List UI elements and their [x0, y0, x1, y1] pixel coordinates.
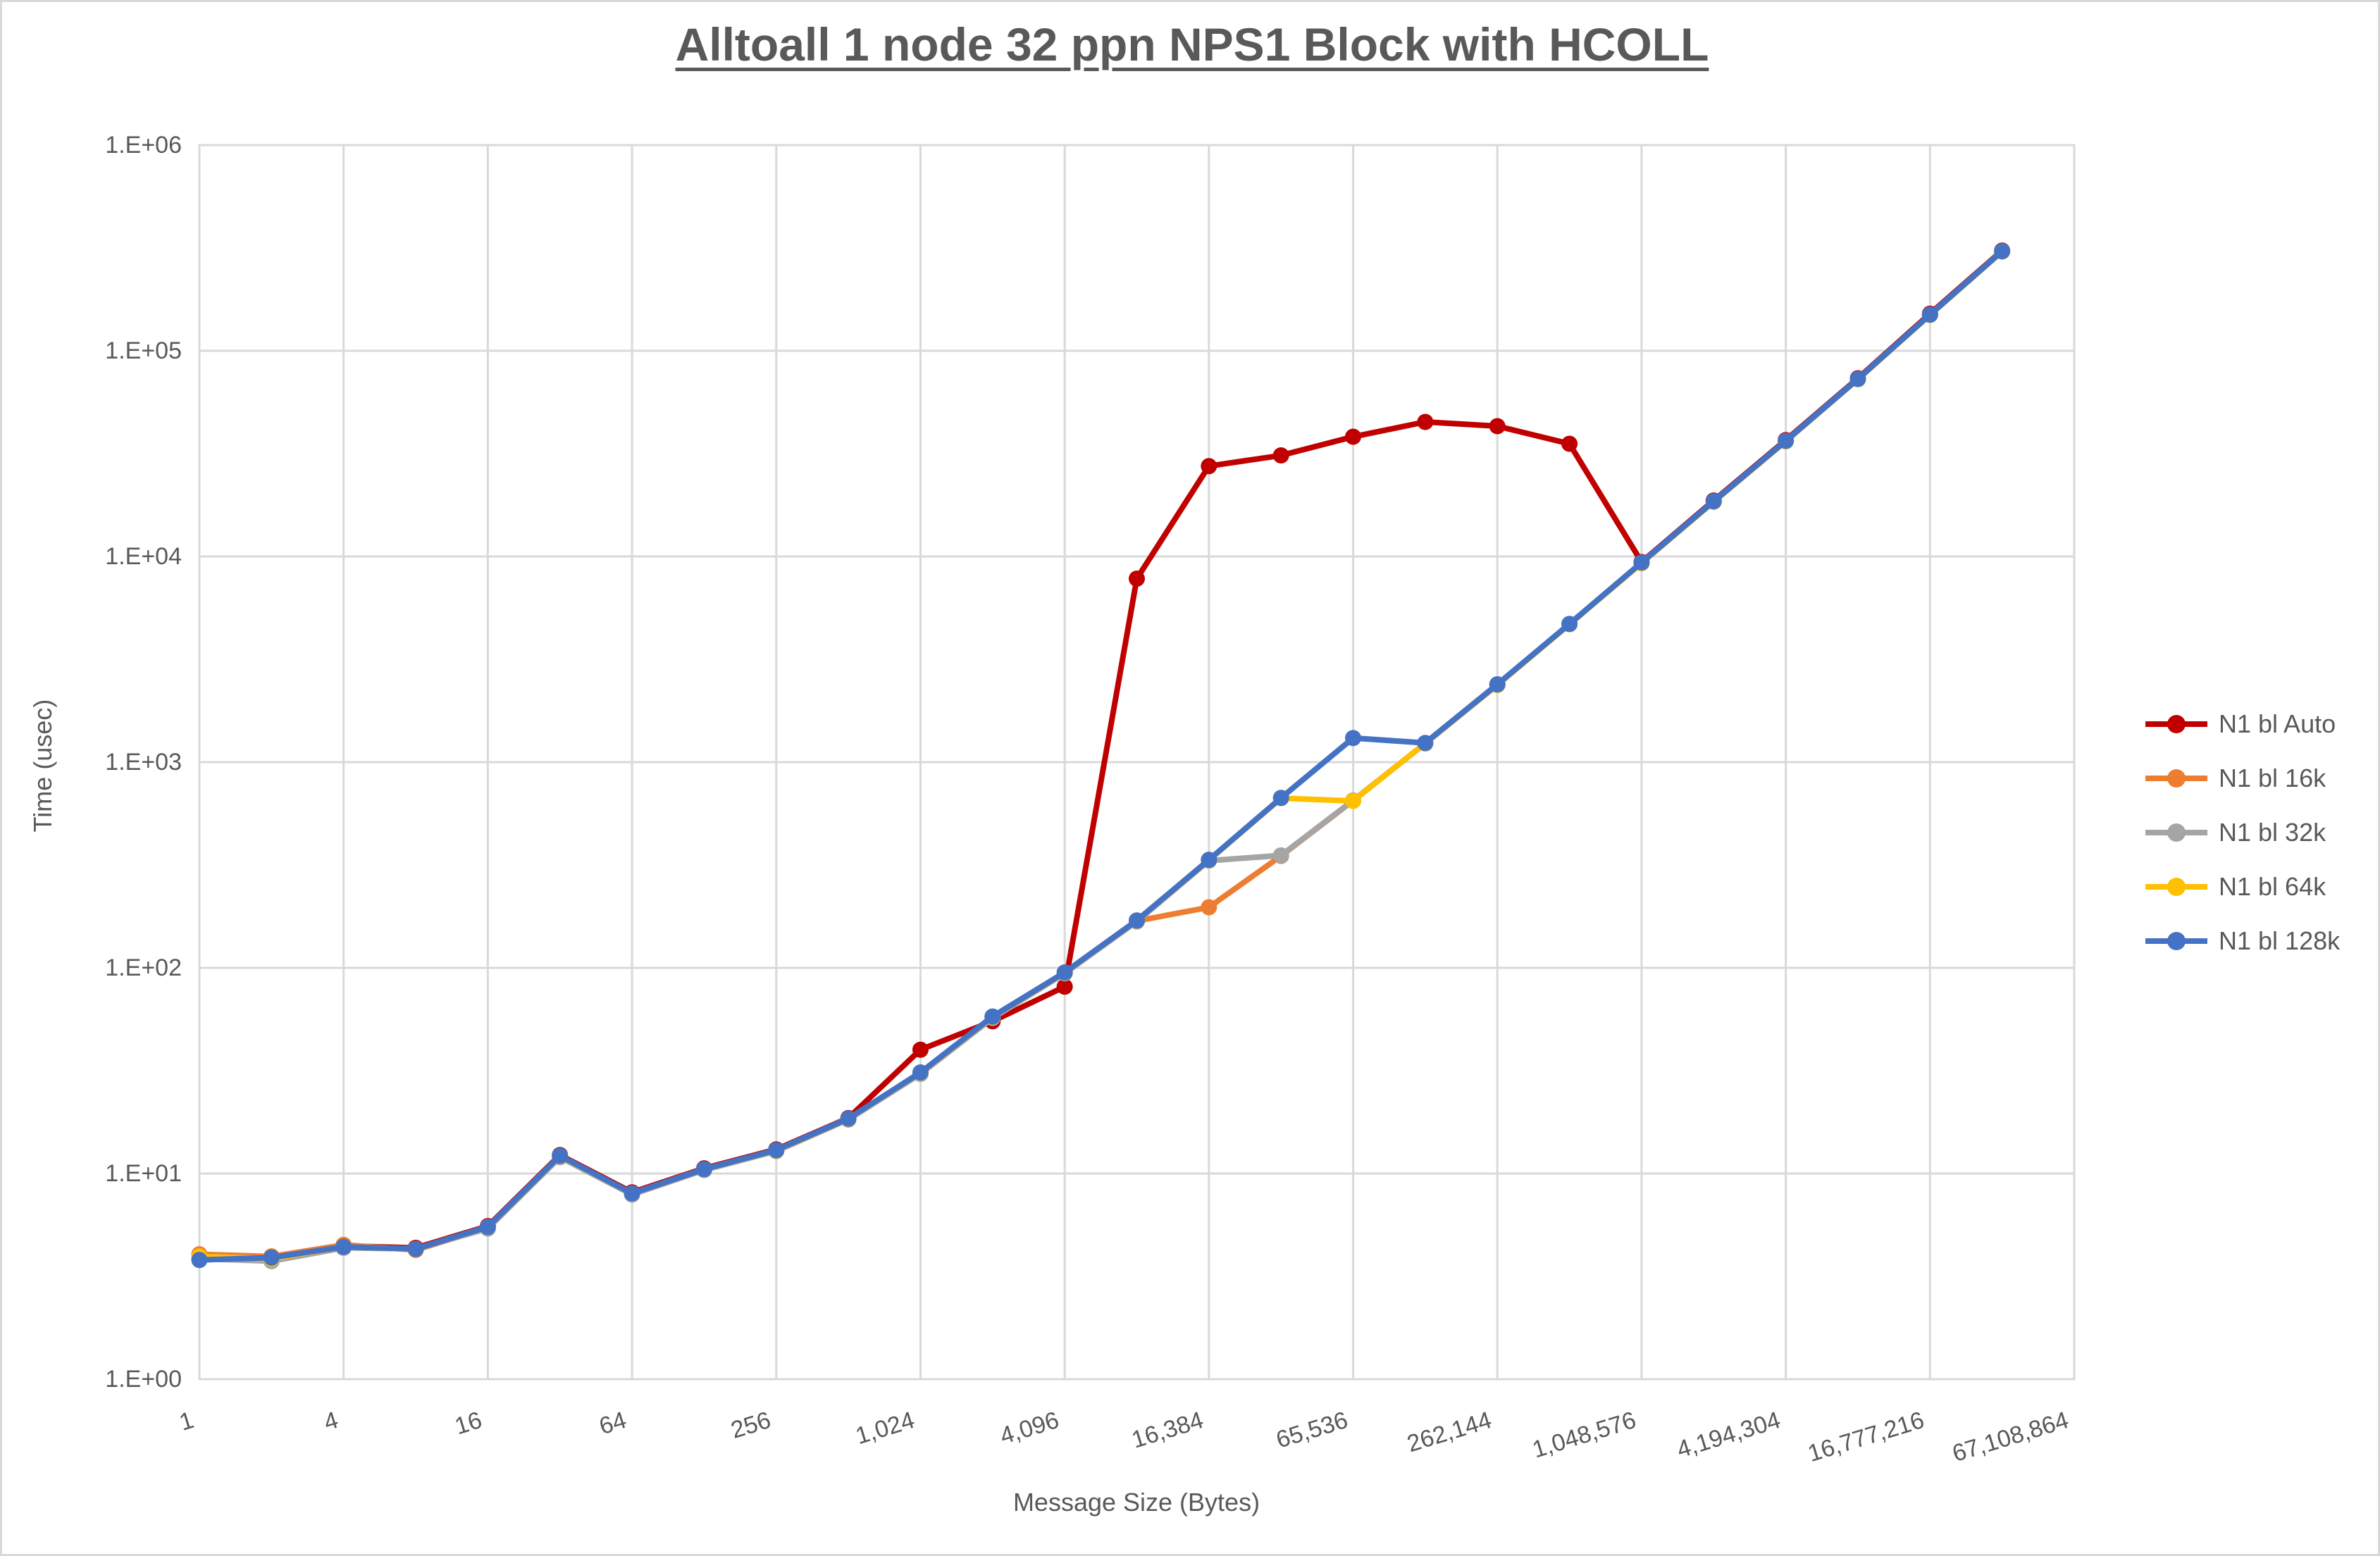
- data-point-n1-bl-128k-16777216: [1921, 306, 1938, 323]
- legend-label: N1 bl 16k: [2219, 763, 2326, 792]
- series-n1-bl-128k: [191, 243, 2011, 1269]
- legend-item-n1-bl-32k: N1 bl 32k: [2145, 805, 2340, 859]
- data-point-n1-bl-128k-1: [191, 1252, 208, 1269]
- data-point-n1-bl-128k-33554432: [1994, 243, 2011, 260]
- data-point-n1-bl-128k-4194304: [1778, 432, 1795, 449]
- series-n1-bl-64k: [191, 243, 2011, 1267]
- data-point-n1-bl-auto-4096: [1056, 978, 1073, 995]
- legend-label: N1 bl 128k: [2219, 926, 2341, 955]
- data-point-n1-bl-128k-2097152: [1705, 493, 1722, 510]
- chart-title: Alltoall 1 node 32 ppn NPS1 Block with H…: [675, 18, 1709, 70]
- legend-item-n1-bl-16k: N1 bl 16k: [2145, 751, 2340, 805]
- data-point-n1-bl-16k-16384: [1201, 899, 1217, 916]
- data-point-n1-bl-128k-64: [624, 1185, 640, 1202]
- data-point-n1-bl-128k-4: [335, 1238, 352, 1255]
- data-point-n1-bl-128k-524288: [1561, 616, 1578, 633]
- legend: N1 bl Auto N1 bl 16k N1 bl 32k N1 bl 64k N1 …: [2145, 697, 2340, 968]
- data-point-n1-bl-128k-256: [768, 1142, 785, 1159]
- legend-dot-icon: [2167, 877, 2186, 896]
- data-point-n1-bl-128k-128: [695, 1161, 712, 1178]
- data-point-n1-bl-128k-8388608: [1849, 371, 1866, 387]
- data-point-n1-bl-auto-524288: [1561, 435, 1578, 452]
- x-axis-title: Message Size (Bytes): [1012, 1488, 1260, 1517]
- legend-dot-icon: [2167, 768, 2186, 788]
- data-point-n1-bl-128k-512: [840, 1110, 857, 1127]
- series-line-n1-bl-16k: [197, 248, 2005, 1259]
- series-line-n1-bl-32k: [197, 249, 2005, 1264]
- y-tick-label: 1.E+01: [105, 1160, 182, 1187]
- series-line-n1-bl-64k: [197, 249, 2005, 1262]
- y-tick-label: 1.E+05: [105, 337, 182, 364]
- series-line-n1-bl-auto: [197, 247, 2005, 1261]
- data-point-n1-bl-128k-1048576: [1633, 554, 1650, 571]
- data-point-n1-bl-auto-65536: [1345, 428, 1362, 445]
- data-point-n1-bl-auto-262144: [1489, 418, 1506, 435]
- data-point-n1-bl-64k-65536: [1345, 792, 1362, 809]
- legend-label: N1 bl 32k: [2219, 817, 2326, 847]
- data-point-n1-bl-128k-2: [263, 1249, 280, 1266]
- y-tick-label: 1.E+03: [105, 749, 182, 776]
- data-point-n1-bl-128k-16384: [1201, 852, 1217, 869]
- data-point-n1-bl-128k-65536: [1345, 730, 1362, 747]
- series-line-n1-bl-128k: [197, 248, 2005, 1263]
- data-point-n1-bl-128k-1024: [912, 1064, 929, 1081]
- legend-item-n1-bl-64k: N1 bl 64k: [2145, 859, 2340, 914]
- legend-item-n1-bl-auto: N1 bl Auto: [2145, 697, 2340, 751]
- legend-marker-icon: [2145, 931, 2207, 950]
- data-point-n1-bl-128k-262144: [1489, 676, 1506, 693]
- series-n1-bl-16k: [191, 243, 2011, 1265]
- data-point-n1-bl-auto-32768: [1272, 447, 1289, 464]
- y-tick-label: 1.E+04: [105, 543, 182, 570]
- legend-dot-icon: [2167, 823, 2186, 842]
- legend-dot-icon: [2167, 714, 2186, 733]
- legend-dot-icon: [2167, 931, 2186, 950]
- data-point-n1-bl-auto-1024: [912, 1041, 929, 1058]
- data-point-n1-bl-128k-8: [407, 1240, 424, 1257]
- data-point-n1-bl-32k-32768: [1272, 847, 1289, 864]
- y-tick-label: 1.E+06: [105, 132, 182, 158]
- data-point-n1-bl-128k-2048: [984, 1008, 1001, 1025]
- data-point-n1-bl-128k-32768: [1272, 790, 1289, 807]
- gridlines: [198, 144, 2076, 1381]
- data-point-n1-bl-128k-8192: [1129, 912, 1145, 929]
- data-point-n1-bl-128k-16: [479, 1219, 496, 1236]
- legend-marker-icon: [2145, 877, 2207, 896]
- legend-marker-icon: [2145, 714, 2207, 733]
- plot-border: [198, 144, 2076, 1381]
- legend-label: N1 bl Auto: [2219, 709, 2336, 738]
- legend-marker-icon: [2145, 823, 2207, 842]
- legend-marker-icon: [2145, 768, 2207, 788]
- y-tick-label: 1.E+00: [105, 1366, 182, 1393]
- data-point-n1-bl-auto-131072: [1417, 413, 1434, 430]
- data-point-n1-bl-128k-4096: [1056, 964, 1073, 981]
- legend-item-n1-bl-128k: N1 bl 128k: [2145, 914, 2340, 968]
- data-point-n1-bl-128k-131072: [1417, 735, 1434, 752]
- y-tick-label: 1.E+02: [105, 954, 182, 981]
- series-n1-bl-32k: [191, 243, 2011, 1269]
- data-point-n1-bl-auto-8192: [1129, 571, 1145, 587]
- data-point-n1-bl-128k-32: [552, 1147, 569, 1164]
- legend-label: N1 bl 64k: [2219, 871, 2326, 901]
- data-point-n1-bl-auto-16384: [1201, 458, 1217, 475]
- series-n1-bl-auto: [191, 242, 2011, 1266]
